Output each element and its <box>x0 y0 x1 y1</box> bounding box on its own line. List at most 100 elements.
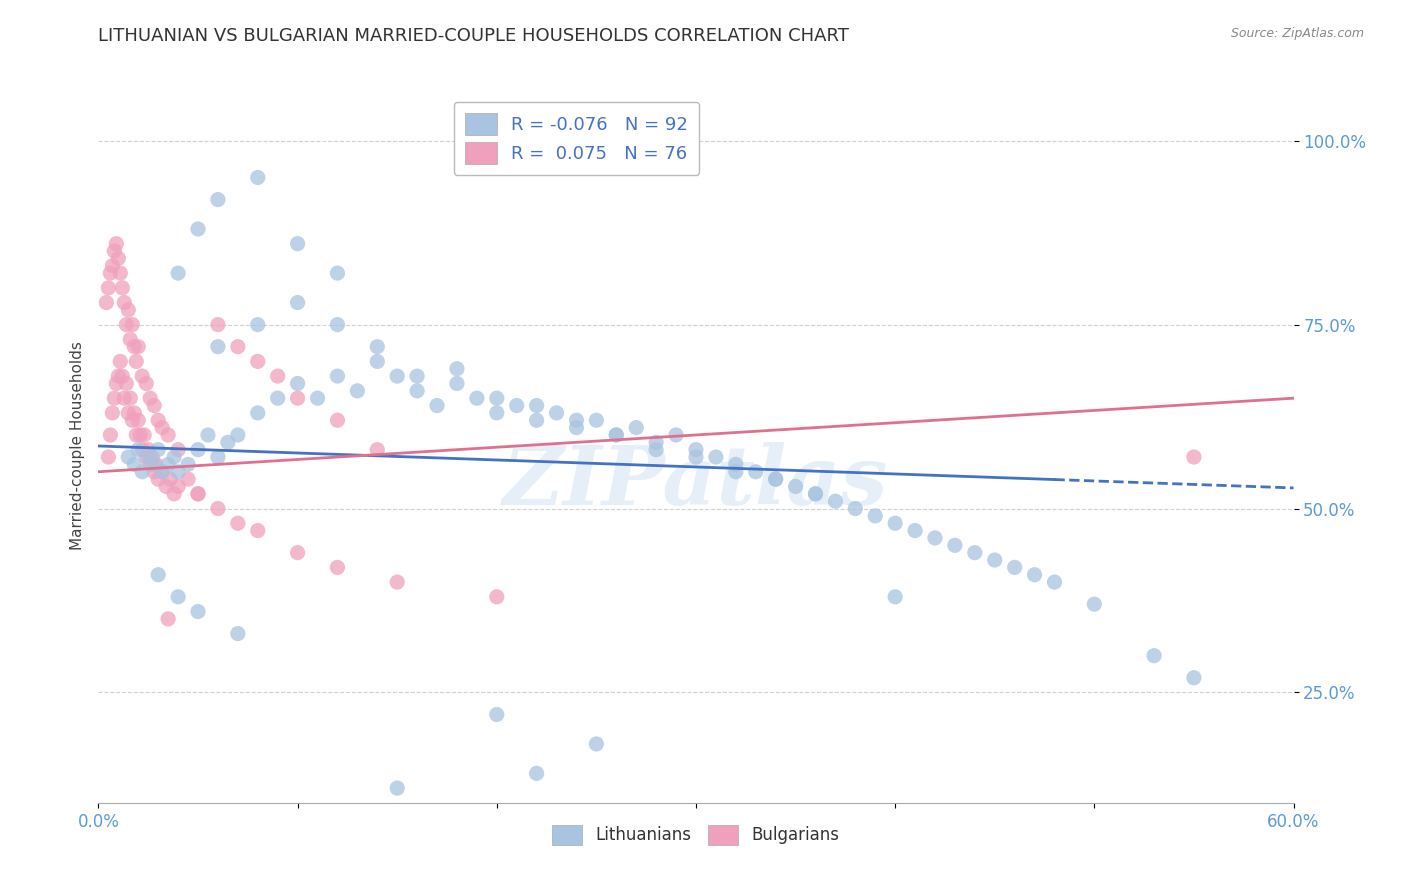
Point <box>426 399 449 413</box>
Point <box>804 487 827 501</box>
Point <box>187 442 209 457</box>
Point <box>585 737 607 751</box>
Y-axis label: Married-couple Households: Married-couple Households <box>69 342 84 550</box>
Point <box>366 340 388 354</box>
Point <box>97 281 120 295</box>
Point <box>226 626 249 640</box>
Point <box>287 295 309 310</box>
Point <box>246 406 269 420</box>
Point <box>145 458 167 472</box>
Point <box>187 605 209 619</box>
Point <box>963 546 986 560</box>
Point <box>645 435 668 450</box>
Point <box>904 524 927 538</box>
Legend: Lithuanians, Bulgarians: Lithuanians, Bulgarians <box>546 818 846 852</box>
Point <box>406 369 429 384</box>
Point <box>745 465 768 479</box>
Point <box>103 391 125 405</box>
Point <box>526 766 548 780</box>
Point <box>101 259 124 273</box>
Point <box>207 340 229 354</box>
Point <box>207 450 229 464</box>
Point <box>685 450 707 464</box>
Point <box>159 472 181 486</box>
Point <box>110 266 132 280</box>
Point <box>385 369 409 384</box>
Point <box>246 170 269 185</box>
Point <box>565 420 588 434</box>
Point <box>267 391 290 405</box>
Point <box>943 538 966 552</box>
Point <box>111 369 134 384</box>
Point <box>485 590 508 604</box>
Point <box>485 406 508 420</box>
Point <box>785 479 807 493</box>
Point <box>127 340 149 354</box>
Point <box>124 458 146 472</box>
Point <box>724 465 747 479</box>
Point <box>207 318 229 332</box>
Point <box>98 266 122 280</box>
Point <box>1004 560 1026 574</box>
Point <box>105 376 128 391</box>
Point <box>115 376 138 391</box>
Point <box>115 318 138 332</box>
Point <box>506 399 529 413</box>
Point <box>98 428 122 442</box>
Point <box>107 252 129 266</box>
Point <box>724 458 747 472</box>
Point <box>150 420 173 434</box>
Point <box>246 524 269 538</box>
Point <box>924 531 946 545</box>
Point <box>246 354 269 368</box>
Point <box>446 361 468 376</box>
Point <box>101 406 124 420</box>
Point <box>177 472 200 486</box>
Point <box>125 354 148 368</box>
Point <box>131 442 153 457</box>
Point <box>1024 567 1046 582</box>
Point <box>287 546 309 560</box>
Point <box>167 590 190 604</box>
Point <box>127 442 149 457</box>
Point <box>163 450 186 464</box>
Point <box>107 369 129 384</box>
Point <box>127 413 149 427</box>
Point <box>150 465 173 479</box>
Point <box>226 428 249 442</box>
Point <box>287 236 309 251</box>
Point <box>97 450 120 464</box>
Point <box>139 458 162 472</box>
Point <box>685 442 707 457</box>
Point <box>120 332 142 346</box>
Point <box>804 487 827 501</box>
Point <box>157 612 180 626</box>
Point <box>112 391 135 405</box>
Point <box>326 369 349 384</box>
Point <box>148 413 170 427</box>
Point <box>585 413 607 427</box>
Point <box>546 406 568 420</box>
Point <box>117 302 139 317</box>
Point <box>287 391 309 405</box>
Point <box>1083 597 1105 611</box>
Point <box>148 472 170 486</box>
Point <box>765 472 787 486</box>
Point <box>346 384 368 398</box>
Point <box>155 479 177 493</box>
Point <box>103 244 125 258</box>
Point <box>1182 450 1205 464</box>
Point <box>605 428 627 442</box>
Point <box>136 442 159 457</box>
Point <box>129 428 152 442</box>
Point <box>120 391 142 405</box>
Point <box>111 281 134 295</box>
Point <box>605 428 627 442</box>
Point <box>139 391 162 405</box>
Point <box>187 487 209 501</box>
Point <box>167 266 190 280</box>
Point <box>131 369 153 384</box>
Point <box>163 487 186 501</box>
Point <box>1182 671 1205 685</box>
Point <box>307 391 329 405</box>
